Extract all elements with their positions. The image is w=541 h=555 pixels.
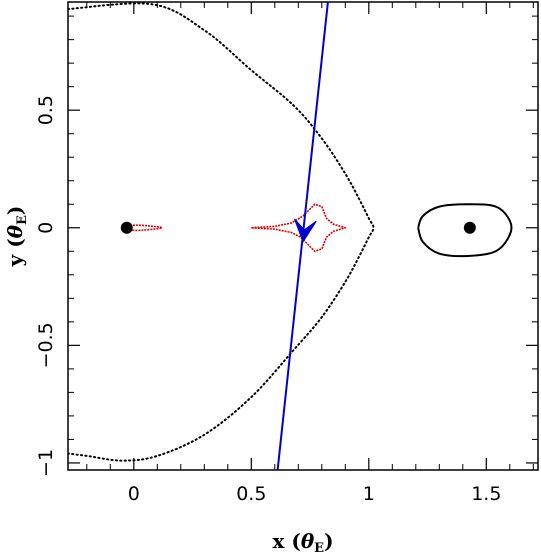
critical-curve-inner <box>417 203 513 258</box>
tick-labels: 0 0.5 1 1.5 −1 −0.5 0 0.5 <box>35 95 501 505</box>
plot-area <box>68 2 513 470</box>
x-tick-label: 0 <box>128 483 140 505</box>
lens-mass-point <box>463 221 476 234</box>
x-tick-label: 0.5 <box>236 483 266 505</box>
y-tick-label: −0.5 <box>35 322 57 368</box>
plot-frame <box>67 1 539 471</box>
trajectory-arrow <box>293 218 317 243</box>
y-tick-label: 0 <box>35 222 57 234</box>
y-axis-label: y (θE) <box>3 206 30 268</box>
x-tick-label: 1.5 <box>471 483 501 505</box>
critical-curve-outer <box>68 2 375 462</box>
y-tick-label: −1 <box>35 449 57 477</box>
lens-mass-point <box>120 221 133 234</box>
caustic-main <box>251 203 347 253</box>
x-axis-label: x (θE) <box>272 529 333 555</box>
y-tick-label: 0.5 <box>35 95 57 125</box>
x-tick-label: 1 <box>363 483 375 505</box>
